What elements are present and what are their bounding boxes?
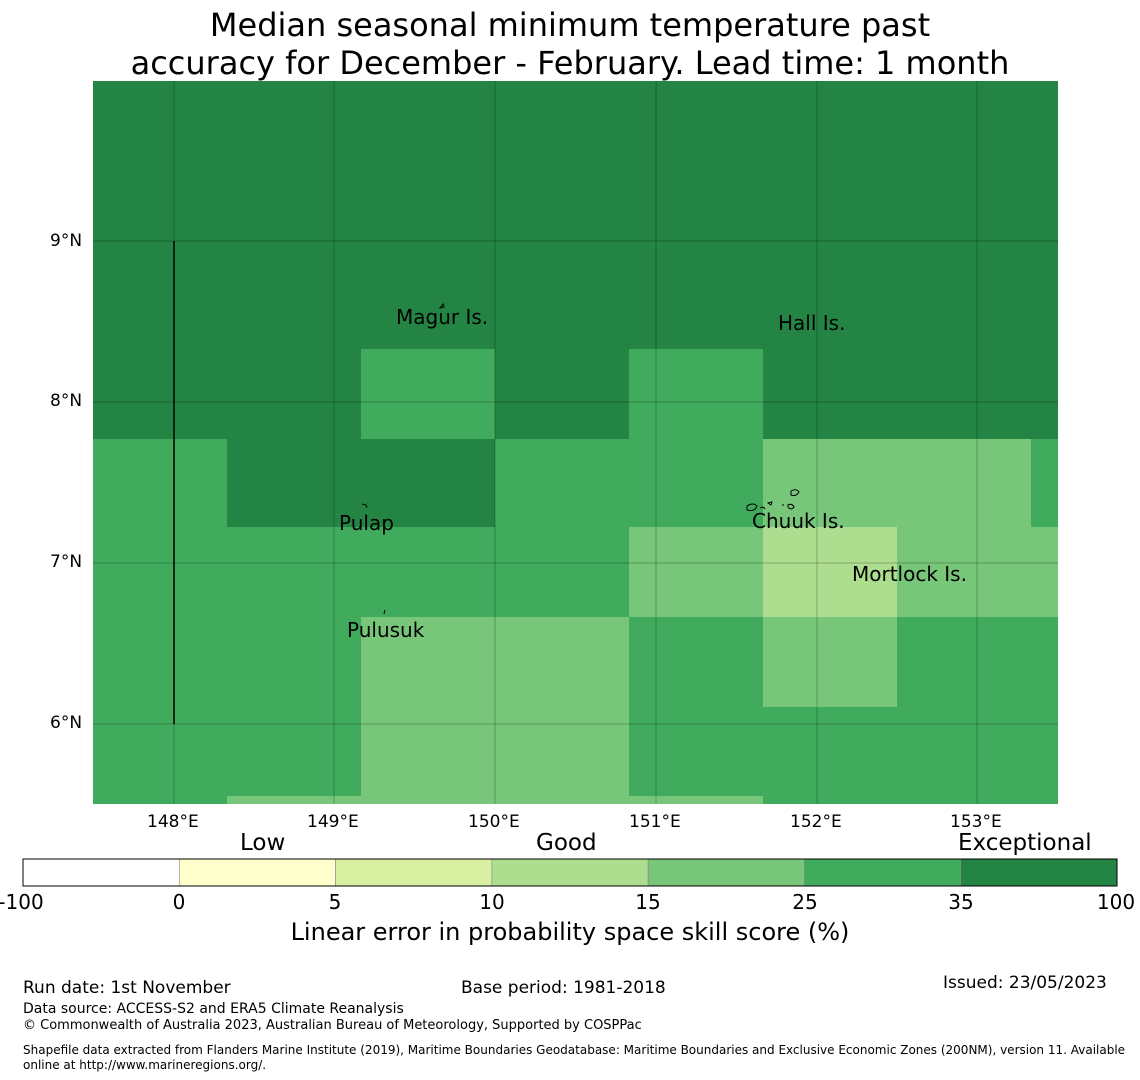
place-label-pulusuk: Pulusuk	[347, 618, 425, 642]
skill-cell	[361, 349, 495, 439]
skill-cell	[629, 527, 763, 617]
colorbar-tick: 25	[792, 890, 818, 914]
colorbar-tick: 35	[948, 890, 974, 914]
skill-cell	[629, 796, 763, 804]
place-label-chuuk: Chuuk Is.	[752, 509, 845, 533]
skill-cell	[763, 439, 1031, 528]
place-label-mortlock: Mortlock Is.	[852, 562, 967, 586]
place-label-pulap: Pulap	[339, 511, 394, 535]
legend-category-good: Good	[536, 830, 597, 856]
lon-label: 148°E	[147, 812, 199, 832]
colorbar-segment	[22, 858, 180, 887]
colorbar-tick: 15	[635, 890, 661, 914]
colorbar-segment	[647, 858, 805, 887]
colorbar-segment	[491, 858, 649, 887]
lat-label: 6°N	[50, 713, 83, 733]
colorbar-frame	[22, 858, 1118, 887]
skill-cell	[763, 527, 897, 617]
lon-label: 153°E	[950, 812, 1002, 832]
lon-label: 151°E	[629, 812, 681, 832]
skill-cell	[897, 527, 1058, 617]
title-line-2: accuracy for December - February. Lead t…	[130, 44, 1010, 82]
title-line-1: Median seasonal minimum temperature past	[209, 6, 931, 44]
colorbar-segment	[960, 858, 1118, 887]
skill-cell	[93, 439, 227, 804]
issued-date: Issued: 23/05/2023	[943, 973, 1107, 993]
run-date: Run date: 1st November	[23, 978, 231, 998]
place-label-magur: Magur Is.	[396, 305, 489, 329]
colorbar-segment	[178, 858, 336, 887]
place-label-hall: Hall Is.	[778, 311, 846, 335]
colorbar-segment	[335, 858, 493, 887]
legend-category-exceptional: Exceptional	[958, 830, 1092, 856]
skill-cell	[361, 617, 629, 804]
colorbar-tick: 0	[172, 890, 186, 914]
colorbar-tick: -100	[0, 890, 44, 914]
copyright: © Commonwealth of Australia 2023, Austra…	[23, 1018, 642, 1033]
lat-label: 8°N	[50, 391, 83, 411]
base-period: Base period: 1981-2018	[461, 978, 666, 998]
island-outlines	[361, 302, 800, 615]
skill-cell	[1031, 439, 1058, 528]
colorbar-tick: 5	[328, 890, 342, 914]
lat-label: 9°N	[50, 231, 83, 251]
lat-label: 7°N	[50, 552, 83, 572]
skill-cell	[227, 796, 361, 804]
colorbar-segment	[804, 858, 962, 887]
lon-label: 149°E	[307, 812, 359, 832]
lon-label: 150°E	[468, 812, 520, 832]
data-source: Data source: ACCESS-S2 and ERA5 Climate …	[23, 1001, 404, 1017]
skill-cell	[763, 617, 897, 707]
shapefile-credit: Shapefile data extracted from Flanders M…	[23, 1043, 1126, 1072]
legend-category-low: Low	[240, 830, 286, 856]
colorbar-title: Linear error in probability space skill …	[290, 918, 850, 946]
chart-title: Median seasonal minimum temperature past…	[0, 6, 1140, 82]
colorbar-tick: 100	[1096, 890, 1136, 914]
lon-label: 152°E	[790, 812, 842, 832]
colorbar-tick: 10	[479, 890, 505, 914]
